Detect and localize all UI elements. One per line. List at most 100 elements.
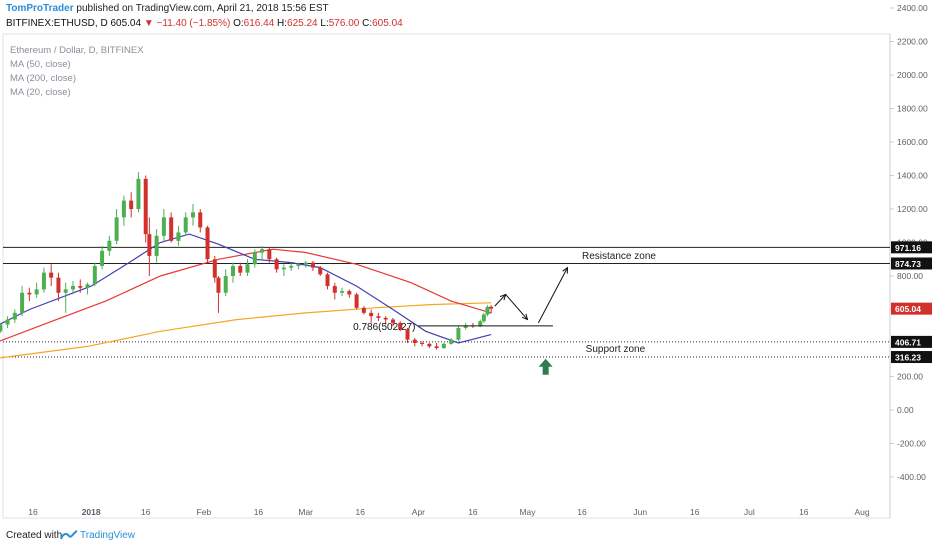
created-with-text: Created with — [6, 530, 63, 541]
candle-body — [85, 284, 90, 288]
legend-ma20[interactable]: MA (20, close) — [10, 87, 71, 98]
price-tick-label: -200.00 — [897, 439, 926, 449]
candle-body — [267, 249, 272, 260]
time-tick-label: Aug — [854, 507, 869, 517]
footer: Created with TradingView — [0, 524, 932, 550]
author-link[interactable]: TomProTrader — [6, 3, 74, 14]
candle-body — [114, 217, 119, 241]
symbol-label: BITFINEX:ETHUSD, D — [6, 18, 108, 29]
candle-body — [478, 321, 483, 327]
candle-body — [325, 274, 330, 287]
price-badges: 971.16 874.73 406.71 316.23 605.04 — [891, 241, 932, 364]
candle-body — [238, 265, 243, 273]
price-tick-label: 1600.00 — [897, 137, 928, 147]
horizontal-levels[interactable]: Resistance zone Support zone — [3, 246, 890, 358]
publish-info: TomProTrader published on TradingView.co… — [6, 3, 329, 14]
candle-body — [303, 262, 308, 265]
candle-body — [427, 343, 432, 347]
high-value: 625.24 — [287, 18, 318, 29]
candle-body — [260, 249, 265, 253]
candle-body — [463, 325, 468, 328]
candle-body — [252, 252, 257, 265]
price-tick-label: 1200.00 — [897, 204, 928, 214]
time-tick-label: 16 — [254, 507, 264, 517]
candle-body — [190, 212, 195, 218]
candles — [0, 172, 494, 350]
level-price-badge-label: 874.73 — [895, 259, 921, 269]
price-chart[interactable]: -400.00-200.000.00200.00400.00600.00800.… — [0, 0, 932, 524]
projection-arrow-line — [505, 294, 528, 320]
candle-body — [340, 291, 345, 293]
candle-body — [289, 265, 294, 268]
candle-body — [390, 319, 395, 323]
time-tick-label: Feb — [197, 507, 212, 517]
change-down-icon: ▼ — [143, 18, 154, 29]
candle-body — [129, 200, 134, 209]
projection-arrow-head — [521, 313, 529, 321]
candle-body — [20, 292, 25, 313]
last-price-badge-bg — [891, 302, 932, 315]
open-label: O: — [233, 18, 244, 29]
candle-body — [398, 322, 403, 330]
time-tick-label: 16 — [28, 507, 38, 517]
drawings[interactable]: 0.786(502.27) — [353, 266, 569, 375]
candle-body — [63, 289, 68, 293]
time-tick-label: 16 — [799, 507, 809, 517]
low-label: L: — [320, 18, 329, 29]
candle-body — [100, 250, 105, 266]
candle-body — [49, 272, 54, 278]
candle-body — [230, 265, 235, 276]
ma50-line — [0, 248, 492, 342]
candle-body — [274, 259, 279, 270]
zone-label: Resistance zone — [582, 251, 656, 262]
legend-ma200[interactable]: MA (200, close) — [10, 73, 76, 84]
time-tick-label: Mar — [298, 507, 313, 517]
level-price-badge-bg — [891, 335, 932, 348]
published-text: published on TradingView.com, April 21, … — [76, 3, 329, 14]
level-price-badge-bg — [891, 241, 932, 254]
candle-body — [78, 286, 83, 288]
legend-ma50[interactable]: MA (50, close) — [10, 59, 71, 70]
projection-arrow-head — [562, 266, 569, 274]
candle-body — [383, 317, 388, 320]
plot-frame — [2, 33, 891, 519]
candle-body — [376, 316, 381, 318]
close-value: 605.04 — [372, 18, 403, 29]
candle-body — [143, 178, 148, 235]
open-value: 616.44 — [243, 18, 275, 29]
price-tick-label: 800.00 — [897, 271, 923, 281]
candle-body — [332, 286, 337, 293]
time-tick-label: 16 — [468, 507, 478, 517]
candle-body — [456, 327, 461, 340]
candle-body — [354, 294, 359, 308]
time-tick-label: May — [519, 507, 536, 517]
ohlc-bar: BITFINEX:ETHUSD, D 605.04 ▼ −11.40 (−1.8… — [6, 18, 403, 29]
candle-body — [369, 312, 374, 317]
time-tick-label: 2018 — [82, 507, 101, 517]
time-tick-label: Jul — [744, 507, 755, 517]
candle-body — [183, 217, 188, 233]
candle-body — [169, 217, 174, 241]
legend-title: Ethereum / Dollar, D, BITFINEX — [10, 45, 144, 56]
tradingview-link[interactable]: TradingView — [80, 530, 136, 541]
tradingview-logo-icon[interactable] — [60, 529, 78, 541]
time-axis[interactable]: 16 2018 16 Feb 16 Mar 16 Apr 16 May 16 Jun 16 Jul 16 Au… — [28, 507, 870, 517]
candle-body — [245, 264, 250, 273]
candle-body — [481, 314, 486, 322]
candle-body — [5, 319, 10, 325]
projection-arrow-head — [499, 293, 507, 301]
candle-body — [296, 264, 301, 266]
candle-body — [136, 178, 141, 209]
candle-body — [161, 217, 166, 236]
candle-body — [216, 277, 221, 293]
candle-body — [441, 343, 446, 349]
candle-body — [56, 277, 61, 293]
low-value: 576.00 — [328, 18, 360, 29]
high-label: H: — [277, 18, 288, 29]
candle-body — [27, 292, 32, 295]
candle-body — [70, 286, 75, 290]
candle-body — [434, 346, 439, 349]
change-value: −11.40 (−1.85%) — [156, 18, 231, 29]
close-label: C: — [362, 18, 373, 29]
last-price-badge-label: 605.04 — [895, 304, 921, 314]
